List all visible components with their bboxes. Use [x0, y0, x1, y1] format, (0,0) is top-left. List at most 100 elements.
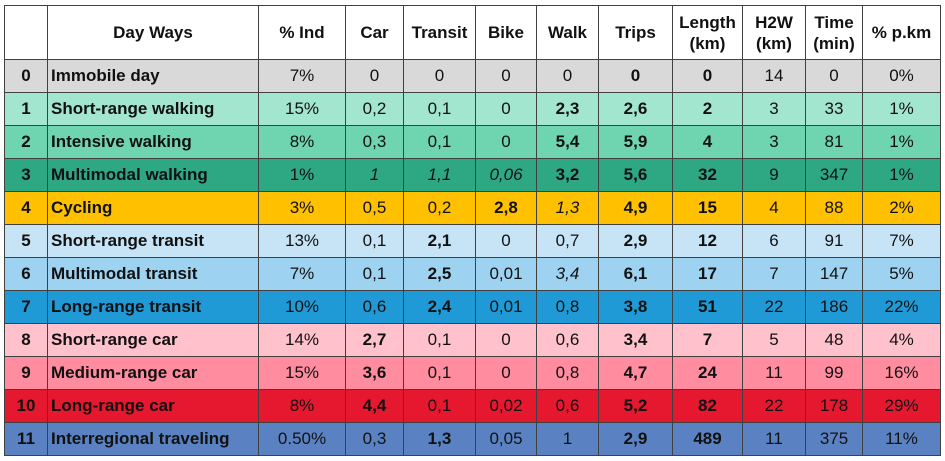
table-cell: 7: [4, 290, 48, 324]
table-cell: 88: [805, 191, 863, 225]
header-row: Day Ways% Ind Car Transit Bike Walk Trips Leng…: [4, 5, 941, 60]
table-cell: 3,4: [536, 257, 599, 291]
table-cell: 91: [805, 224, 863, 258]
table-cell: 14: [742, 59, 806, 93]
table-cell: 10%: [258, 290, 346, 324]
day-way-name: Long-range transit: [47, 290, 259, 324]
table-cell: 0,02: [475, 389, 537, 423]
table-cell: 0,1: [403, 125, 476, 159]
table-cell: 9: [4, 356, 48, 390]
table-cell: 489: [672, 422, 743, 456]
table-row: 11 Interregional traveling 0.50% 0,3 1,3 0,05…: [4, 422, 941, 456]
table-cell: 3: [742, 92, 806, 126]
table-cell: 0,1: [345, 257, 404, 291]
table-cell: 15%: [258, 92, 346, 126]
table-cell: 2: [672, 92, 743, 126]
day-way-name: Short-range car: [47, 323, 259, 357]
table-cell: 2: [4, 125, 48, 159]
table-cell: 4%: [862, 323, 941, 357]
table-cell: 0,8: [536, 356, 599, 390]
table-cell: 0,01: [475, 257, 537, 291]
table-cell: 9: [742, 158, 806, 192]
table-cell: 8%: [258, 125, 346, 159]
table-row: 8 Short-range car 14% 2,7 0,1 0 0,6 3,4 7 5 48 4%: [4, 323, 941, 357]
table-cell: 4: [4, 191, 48, 225]
table-cell: 1: [4, 92, 48, 126]
table-cell: 5,9: [598, 125, 673, 159]
table-cell: 7: [742, 257, 806, 291]
table-cell: 0,6: [536, 323, 599, 357]
header-cell: Length (km): [672, 5, 743, 60]
table-cell: 99: [805, 356, 863, 390]
table-cell: 0,1: [403, 389, 476, 423]
table-cell: 5%: [862, 257, 941, 291]
table-cell: 6,1: [598, 257, 673, 291]
table-cell: 0: [536, 59, 599, 93]
table-cell: 1,3: [536, 191, 599, 225]
table-cell: 3: [4, 158, 48, 192]
table-cell: 3: [742, 125, 806, 159]
table-cell: 0,01: [475, 290, 537, 324]
table-cell: 3,2: [536, 158, 599, 192]
table-cell: 0,06: [475, 158, 537, 192]
table-cell: 3,4: [598, 323, 673, 357]
table-row: 0 Immobile day 7% 0 0 0 0 0 0 14 0 0%: [4, 59, 941, 93]
table-cell: 347: [805, 158, 863, 192]
table-cell: 82: [672, 389, 743, 423]
table-cell: 24: [672, 356, 743, 390]
table-cell: 1%: [862, 158, 941, 192]
table-cell: 0,1: [403, 356, 476, 390]
table-cell: 375: [805, 422, 863, 456]
table-cell: 4: [672, 125, 743, 159]
day-way-name: Interregional traveling: [47, 422, 259, 456]
table-cell: 0: [598, 59, 673, 93]
table-cell: 11: [742, 356, 806, 390]
table-cell: 0: [672, 59, 743, 93]
table-cell: 7%: [258, 59, 346, 93]
day-way-name: Multimodal transit: [47, 257, 259, 291]
table-cell: 33: [805, 92, 863, 126]
day-way-name: Immobile day: [47, 59, 259, 93]
table-cell: 2,8: [475, 191, 537, 225]
table-cell: 0,2: [345, 92, 404, 126]
table-cell: 0: [805, 59, 863, 93]
table-cell: 0,1: [403, 92, 476, 126]
table-cell: 81: [805, 125, 863, 159]
table-cell: 6: [4, 257, 48, 291]
table-cell: 0,3: [345, 422, 404, 456]
table-cell: 15: [672, 191, 743, 225]
table-cell: 6: [742, 224, 806, 258]
table-row: 3 Multimodal walking 1% 1 1,1 0,06 3,2 5,6 32 9 34…: [4, 158, 941, 192]
table-cell: 2,4: [403, 290, 476, 324]
table-cell: 1: [536, 422, 599, 456]
table-cell: 15%: [258, 356, 346, 390]
table-cell: 10: [4, 389, 48, 423]
table-cell: 4: [742, 191, 806, 225]
table-cell: 2%: [862, 191, 941, 225]
day-way-name: Multimodal walking: [47, 158, 259, 192]
table-cell: 2,7: [345, 323, 404, 357]
table-cell: 48: [805, 323, 863, 357]
table-cell: 29%: [862, 389, 941, 423]
header-cell: Day Ways: [47, 5, 259, 60]
table-cell: 1%: [258, 158, 346, 192]
table-cell: 2,5: [403, 257, 476, 291]
header-cell: Time (min): [805, 5, 863, 60]
table-cell: 11: [742, 422, 806, 456]
table-cell: 32: [672, 158, 743, 192]
table-cell: 11: [4, 422, 48, 456]
table-row: 2 Intensive walking 8% 0,3 0,1 0 5,4 5,9 4 3 81 1%: [4, 125, 941, 159]
table-cell: 5,2: [598, 389, 673, 423]
header-cell: Trips: [598, 5, 673, 60]
table-cell: 0,8: [536, 290, 599, 324]
table-cell: 0: [475, 356, 537, 390]
table-cell: 4,4: [345, 389, 404, 423]
table-cell: 1,1: [403, 158, 476, 192]
table-row: 10 Long-range car 8% 4,4 0,1 0,02 0,6 5,2 82 22 17…: [4, 389, 941, 423]
day-way-name: Short-range transit: [47, 224, 259, 258]
header-cell: Car: [345, 5, 404, 60]
table-row: 6 Multimodal transit 7% 0,1 2,5 0,01 3,4 6,1 17 7…: [4, 257, 941, 291]
table-cell: 0: [475, 323, 537, 357]
table-body: 0 Immobile day 7% 0 0 0 0 0 0 14 0 0% 1 Short-range w…: [4, 59, 941, 456]
table-cell: 4,9: [598, 191, 673, 225]
